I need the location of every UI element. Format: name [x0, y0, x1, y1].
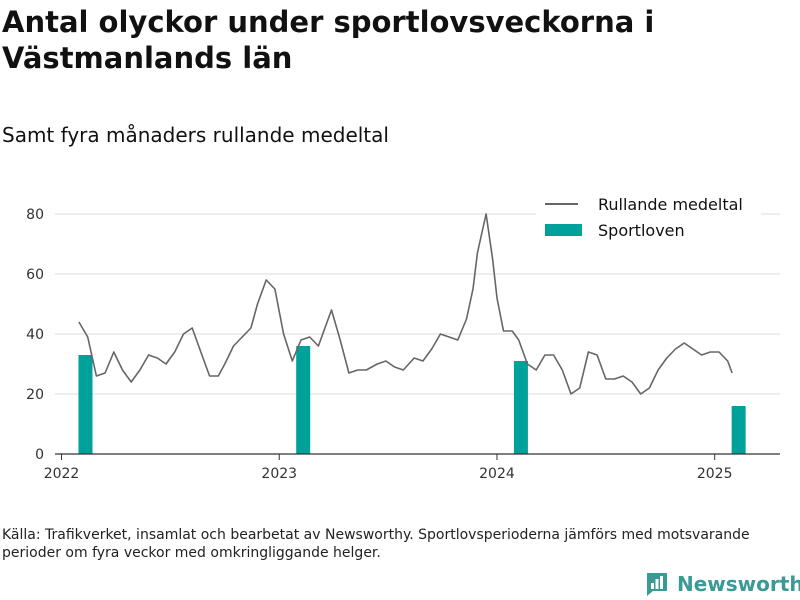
- source-note: Källa: Trafikverket, insamlat och bearbe…: [2, 527, 750, 561]
- legend-bar-swatch: [545, 224, 582, 236]
- chart-area: 0 20 40 60 80 2022 2023 2024 2025 Rullande medel…: [26, 190, 780, 482]
- bar-sportloven: [731, 406, 746, 454]
- x-tick-label: 2023: [261, 466, 297, 482]
- line-series: [78, 213, 733, 395]
- bar-sportloven: [296, 346, 311, 454]
- legend: Rullande medeltal Sportloven: [536, 190, 761, 246]
- brand-name: Newsworthy: [677, 572, 800, 596]
- brand: Newsworthy: [645, 568, 800, 600]
- x-tick-label: 2025: [697, 466, 733, 482]
- chart-title: Antal olyckor under sportlovsveckorna i …: [2, 5, 655, 75]
- axes: 0 20 40 60 80 2022 2023 2024 2025: [26, 207, 780, 482]
- bar-chart-logo-icon: [647, 573, 667, 596]
- y-tick-label: 60: [26, 267, 44, 283]
- y-tick-label: 0: [35, 447, 44, 463]
- bar-sportloven: [513, 361, 528, 454]
- bar-series: [78, 346, 746, 454]
- y-tick-label: 40: [26, 327, 44, 343]
- legend-label-sportloven: Sportloven: [598, 221, 685, 240]
- legend-background: [536, 190, 761, 246]
- legend-label-rullande: Rullande medeltal: [598, 195, 743, 214]
- x-tick-label: 2022: [44, 466, 80, 482]
- y-tick-label: 80: [26, 207, 44, 223]
- y-tick-label: 20: [26, 387, 44, 403]
- bar-sportloven: [78, 355, 93, 454]
- x-tick-label: 2024: [479, 466, 515, 482]
- chart-subtitle: Samt fyra månaders rullande medeltal: [2, 123, 389, 147]
- line-rullande-medeltal: [78, 213, 733, 395]
